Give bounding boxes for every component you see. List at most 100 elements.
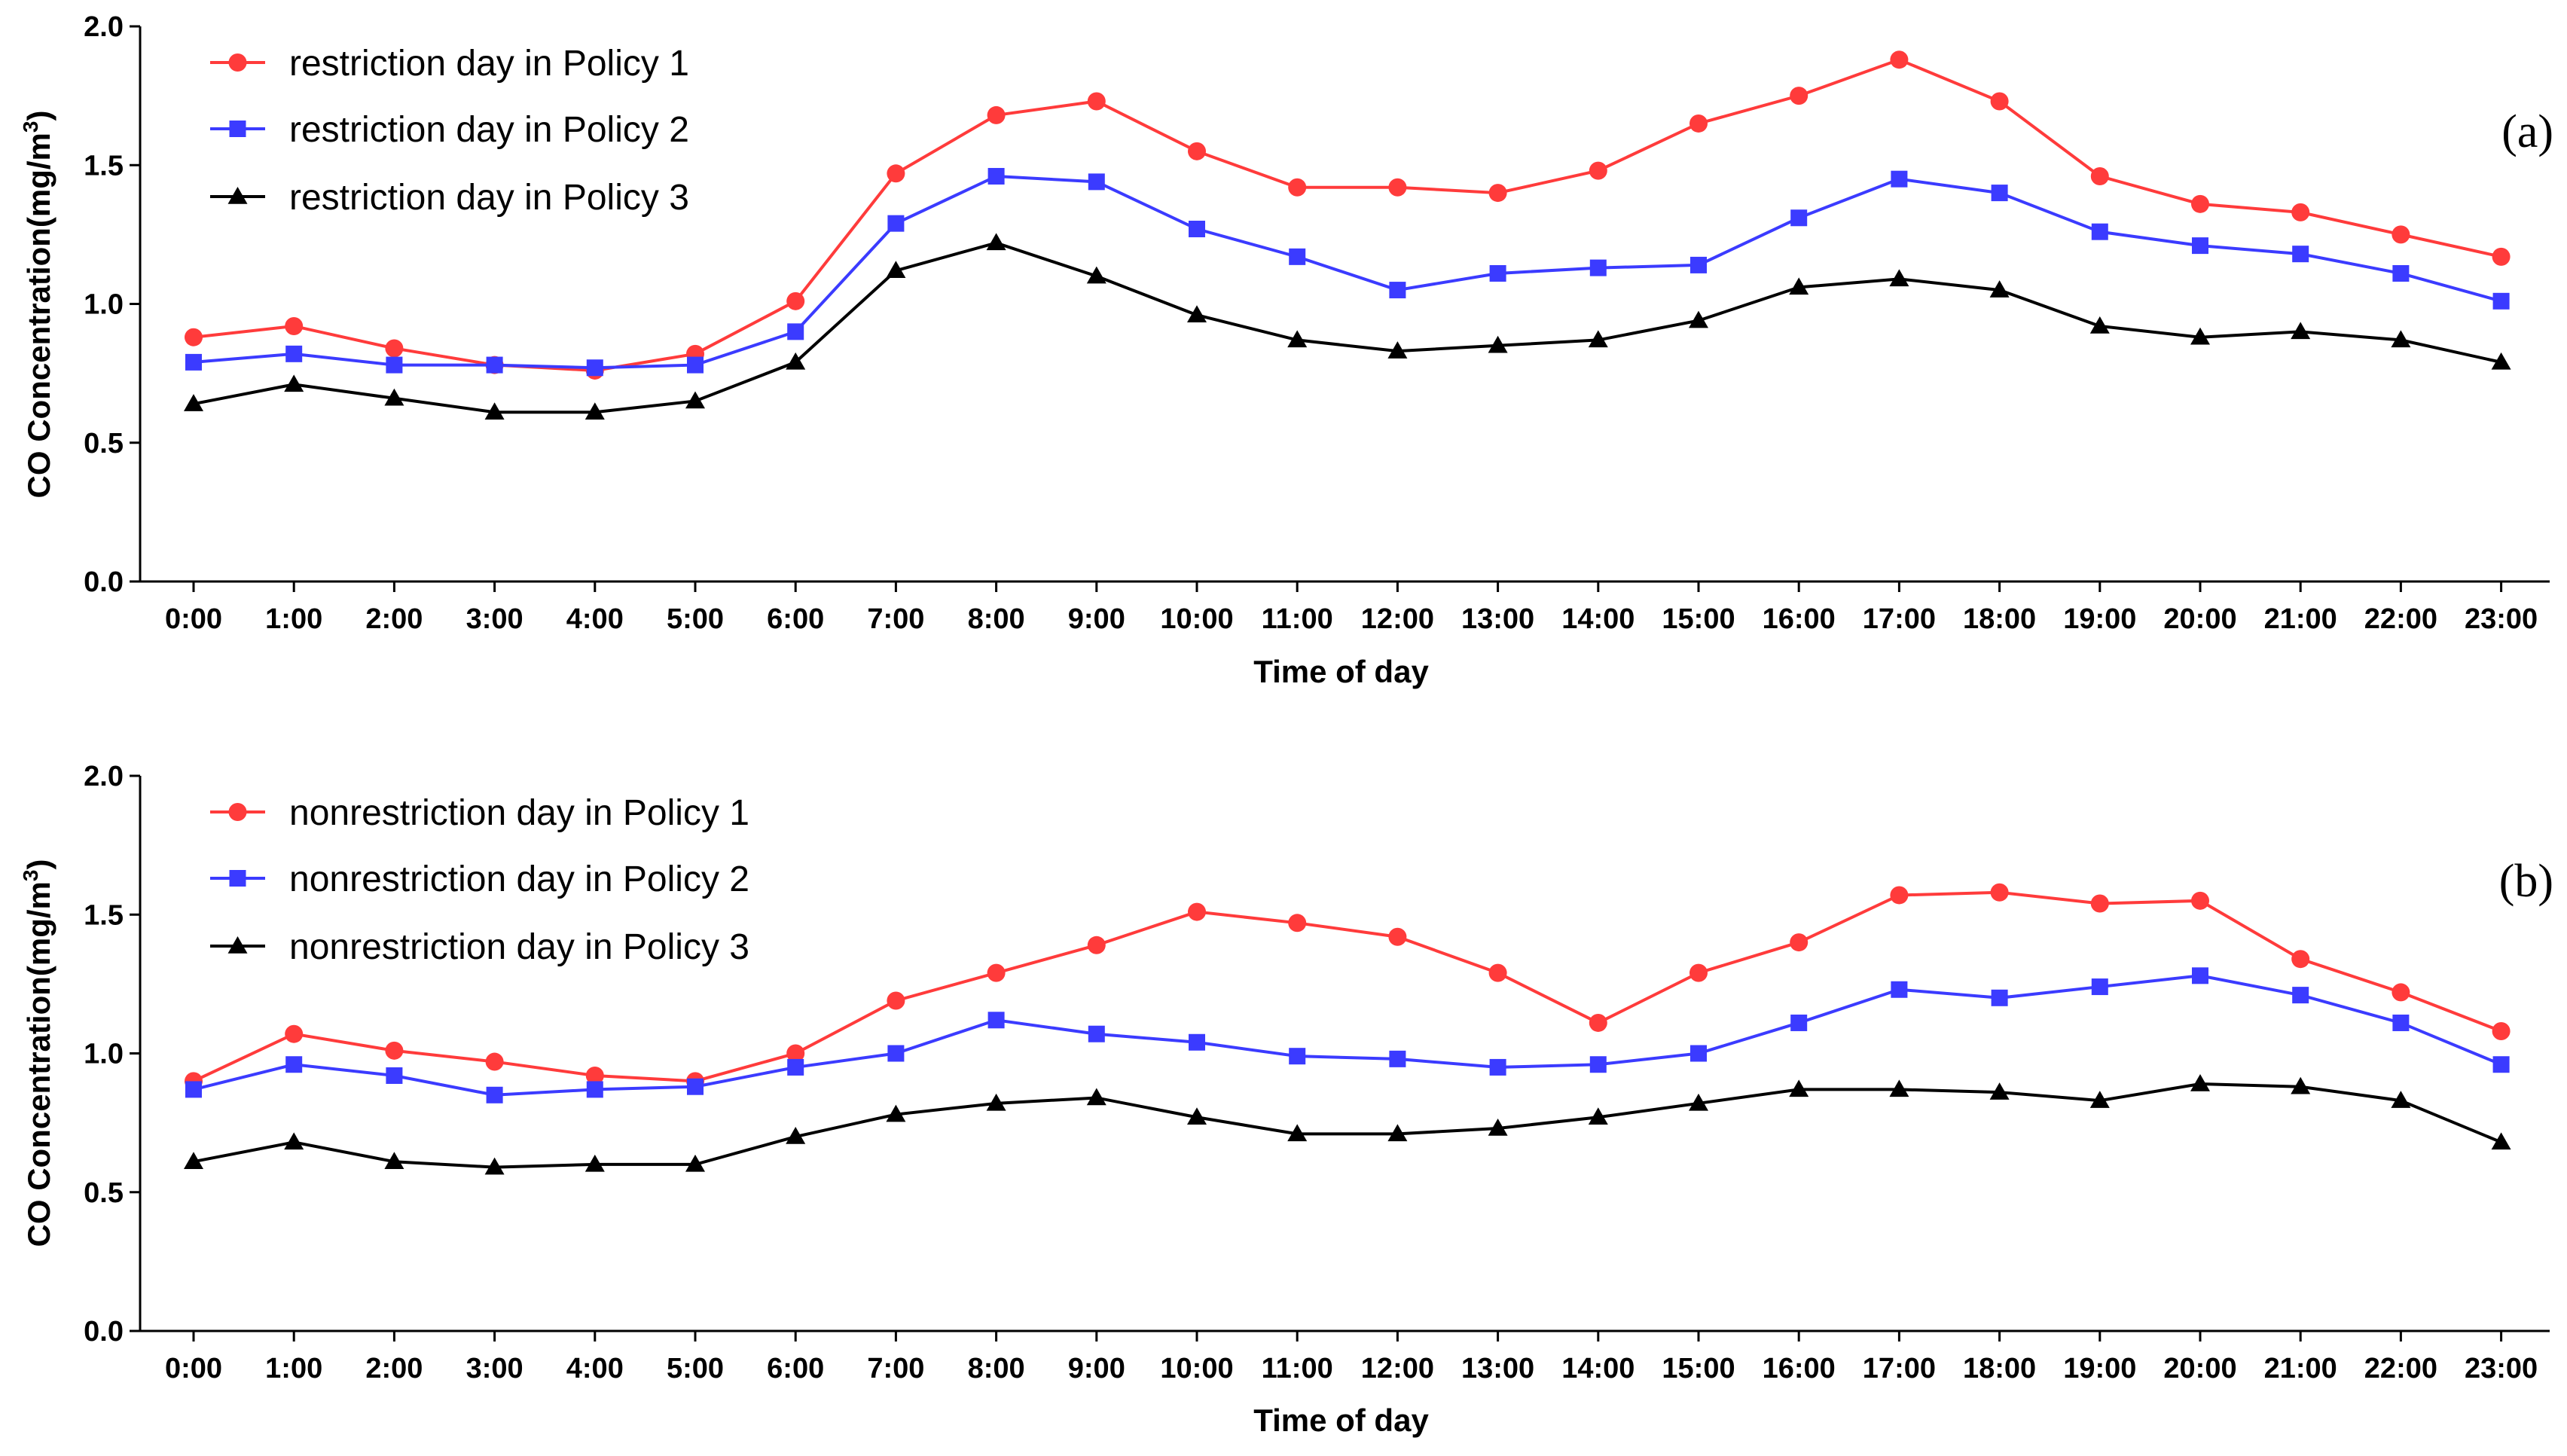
data-point bbox=[2191, 891, 2209, 910]
x-tick-label: 12:00 bbox=[1361, 603, 1434, 635]
x-tick-label: 1:00 bbox=[265, 603, 322, 635]
y-tick-label: 2.0 bbox=[84, 11, 124, 43]
legend-label: restriction day in Policy 1 bbox=[289, 44, 689, 84]
x-tick-label: 7:00 bbox=[867, 603, 924, 635]
x-tick-label: 8:00 bbox=[968, 603, 1025, 635]
data-point bbox=[185, 328, 203, 346]
x-tick-label: 10:00 bbox=[1160, 1353, 1233, 1384]
data-point bbox=[2392, 1014, 2410, 1031]
x-tick-label: 6:00 bbox=[767, 603, 824, 635]
series-line bbox=[193, 974, 2502, 1097]
x-tick-label: 16:00 bbox=[1763, 603, 1836, 635]
data-point bbox=[2492, 1022, 2511, 1041]
data-point bbox=[1087, 936, 1106, 954]
data-point bbox=[285, 345, 303, 362]
data-point bbox=[1187, 1107, 1207, 1125]
data-point bbox=[1287, 1124, 1308, 1142]
chart-panel-b: 0.0 0.5 1.0 1.5 2.0 0:00 1:00 2:00 3:00 4:00 5:00 6… bbox=[19, 761, 2553, 1438]
data-point bbox=[184, 394, 203, 411]
data-point bbox=[1188, 142, 1206, 160]
data-point bbox=[685, 391, 705, 409]
data-point bbox=[386, 1067, 403, 1084]
x-tick-label: 17:00 bbox=[1863, 603, 1936, 635]
data-point bbox=[1489, 264, 1506, 282]
x-tick-label: 19:00 bbox=[2063, 1353, 2136, 1384]
x-axis-title: Time of day bbox=[1253, 654, 1429, 689]
data-point bbox=[585, 1154, 605, 1172]
y-tick-label: 1.0 bbox=[84, 289, 124, 321]
data-point bbox=[1991, 185, 2008, 202]
x-tick-label: 9:00 bbox=[1068, 603, 1125, 635]
panel-label: (a) bbox=[2501, 106, 2553, 157]
data-point bbox=[585, 402, 605, 420]
data-point bbox=[1790, 1014, 1808, 1031]
data-point bbox=[1989, 1082, 2010, 1100]
legend: restriction day in Policy 1 restriction d… bbox=[210, 44, 689, 218]
data-point bbox=[1889, 1079, 1909, 1097]
data-point bbox=[1891, 981, 1908, 998]
data-point bbox=[1689, 1093, 1708, 1111]
data-point bbox=[586, 1081, 603, 1098]
data-point bbox=[2190, 1074, 2210, 1091]
data-point bbox=[1189, 221, 1205, 238]
data-point bbox=[2191, 194, 2209, 213]
data-point bbox=[2090, 894, 2109, 913]
data-point bbox=[2089, 1091, 2110, 1108]
data-point bbox=[1689, 114, 1708, 133]
data-point bbox=[1789, 1079, 1809, 1097]
x-tick-label: 8:00 bbox=[968, 1353, 1025, 1384]
series-line bbox=[193, 1082, 2502, 1169]
x-tick-label: 13:00 bbox=[1461, 1353, 1534, 1384]
y-tick-label: 0.5 bbox=[84, 1177, 124, 1209]
x-tick-label: 17:00 bbox=[1863, 1353, 1936, 1384]
data-point bbox=[284, 374, 304, 392]
data-point bbox=[1889, 269, 1909, 287]
data-point bbox=[2391, 1091, 2411, 1108]
data-point bbox=[2391, 983, 2410, 1002]
data-point bbox=[786, 292, 805, 310]
x-tick-label: 4:00 bbox=[566, 1353, 624, 1384]
data-point bbox=[2292, 987, 2309, 1004]
data-point bbox=[1690, 1045, 1707, 1062]
data-point bbox=[486, 1086, 503, 1103]
x-tick-label: 20:00 bbox=[2163, 1353, 2236, 1384]
x-tick-label: 0:00 bbox=[165, 1353, 222, 1384]
data-point bbox=[685, 1154, 705, 1172]
x-tick-label: 6:00 bbox=[767, 1353, 824, 1384]
data-point bbox=[1891, 170, 1908, 188]
data-point bbox=[786, 352, 806, 370]
data-point bbox=[1289, 248, 1306, 265]
x-tick-label: 21:00 bbox=[2264, 1353, 2337, 1384]
data-point bbox=[1387, 341, 1408, 359]
data-point bbox=[285, 316, 304, 335]
data-point bbox=[2392, 264, 2410, 282]
data-point bbox=[1990, 92, 2009, 111]
data-point bbox=[2089, 316, 2110, 334]
data-point bbox=[384, 1152, 404, 1169]
x-tick-label: 11:00 bbox=[1262, 603, 1333, 635]
x-tick-label: 4:00 bbox=[566, 603, 624, 635]
data-point bbox=[1589, 161, 1607, 180]
x-tick-label: 2:00 bbox=[365, 1353, 423, 1384]
data-point bbox=[1289, 1048, 1306, 1065]
data-point bbox=[184, 1152, 203, 1169]
x-tick-label: 22:00 bbox=[2364, 1353, 2437, 1384]
data-point bbox=[786, 1127, 806, 1144]
y-axis-title: CO Concentration(mg/m3) bbox=[19, 859, 56, 1247]
x-tick-label: 5:00 bbox=[667, 1353, 724, 1384]
legend: nonrestriction day in Policy 1 nonrestric… bbox=[210, 793, 749, 967]
data-point bbox=[1287, 330, 1308, 348]
data-point bbox=[2492, 247, 2511, 266]
data-point bbox=[1890, 50, 1909, 69]
data-point bbox=[1389, 282, 1406, 299]
data-point bbox=[1088, 173, 1105, 191]
data-point bbox=[2190, 327, 2210, 345]
data-point bbox=[185, 353, 202, 371]
data-point bbox=[2091, 978, 2108, 996]
series-2 bbox=[185, 967, 2510, 1103]
x-tick-label: 23:00 bbox=[2465, 1353, 2538, 1384]
x-tick-label: 1:00 bbox=[265, 1353, 322, 1384]
data-point bbox=[886, 1104, 906, 1122]
data-point bbox=[2391, 330, 2411, 348]
